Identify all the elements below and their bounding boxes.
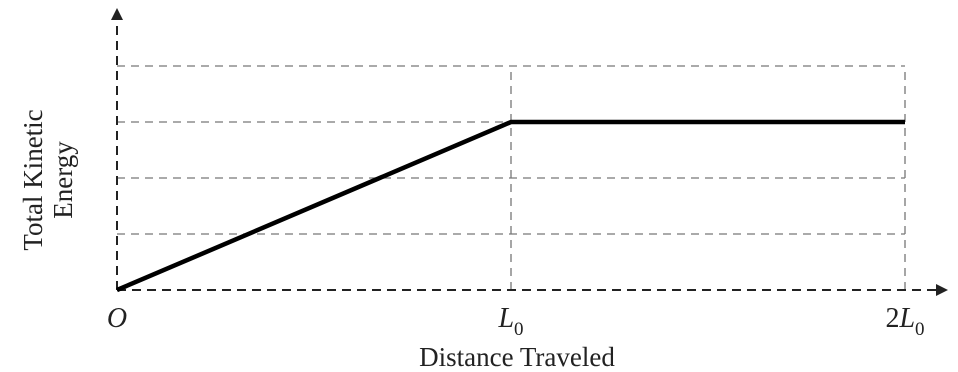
y-axis-label-line-1: Total Kinetic (18, 109, 48, 250)
axes (111, 8, 948, 296)
series (116, 119, 905, 293)
y-axis-label-line-2: Energy (48, 141, 78, 219)
x-tick-label: 2L0 (885, 303, 924, 340)
x-axis-label: Distance Traveled (419, 342, 615, 372)
x-tick-label: O (107, 303, 127, 334)
x-tick-label: L0 (497, 303, 523, 340)
y-axis-label: Total Kinetic Energy (18, 109, 78, 250)
grid (117, 65, 906, 290)
x-tick-labels: O L0 2L0 (107, 303, 925, 340)
series-line (116, 119, 905, 293)
